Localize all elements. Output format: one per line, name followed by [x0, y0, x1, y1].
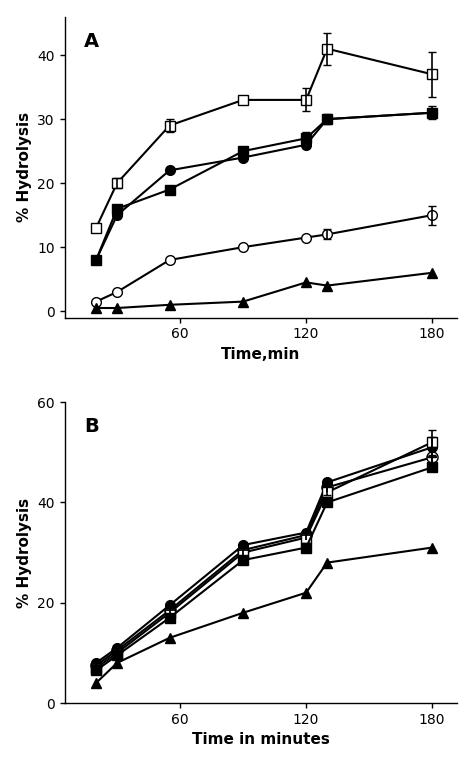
X-axis label: Time,min: Time,min — [221, 347, 301, 362]
Y-axis label: % Hydrolysis: % Hydrolysis — [17, 497, 32, 607]
X-axis label: Time in minutes: Time in minutes — [192, 733, 330, 747]
Text: A: A — [84, 32, 100, 50]
Text: B: B — [84, 417, 99, 436]
Y-axis label: % Hydrolysis: % Hydrolysis — [17, 112, 32, 222]
